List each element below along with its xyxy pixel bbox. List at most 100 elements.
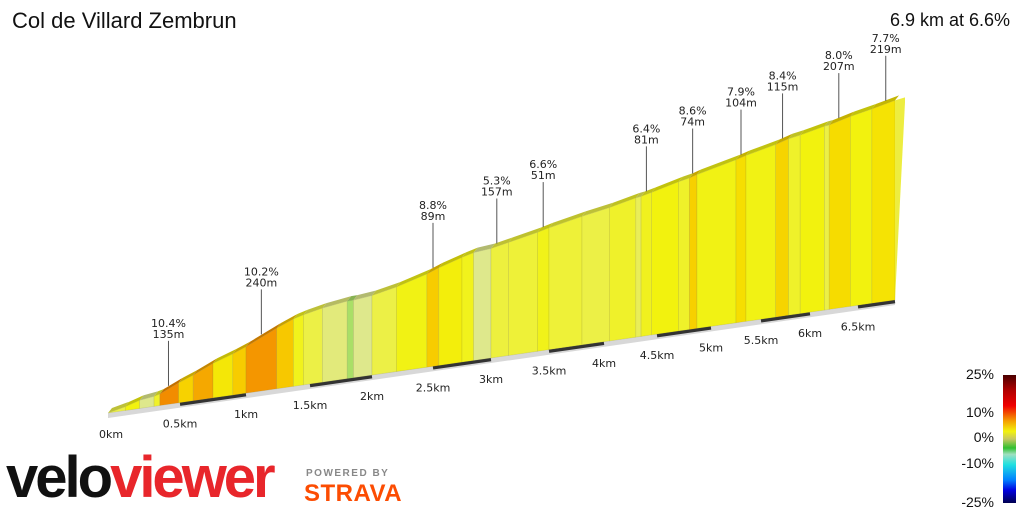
segment-top-face (293, 309, 308, 320)
distance-tick-bar (656, 326, 712, 338)
segment-top-face (473, 243, 495, 253)
climb-title: Col de Villard Zembrun (12, 8, 237, 33)
segment-top-face (193, 358, 217, 376)
segment-top-face (537, 222, 553, 233)
segment-top-face (353, 290, 376, 301)
annotation-gradient: 10.2% (244, 265, 279, 278)
segment-top-face (641, 187, 656, 197)
annotation-length: 240m (246, 276, 278, 289)
legend-label-minus10: -10% (961, 455, 994, 471)
gradient-segment (689, 174, 698, 330)
segment-top-face (372, 281, 401, 296)
distance-tick-label: 5.5km (744, 334, 779, 347)
annotation-gradient: 8.4% (769, 69, 797, 82)
segment-top-face (651, 176, 683, 193)
strava-logo[interactable]: STRAVA (304, 480, 403, 507)
annotation-length: 135m (153, 328, 185, 341)
gradient-segment (508, 231, 538, 356)
gradient-segment (293, 314, 304, 387)
segment-top-face (438, 252, 466, 268)
segment-top-face (396, 269, 431, 287)
distance-tick-label: 1.5km (293, 399, 328, 412)
distance-tick-label: 4.5km (640, 349, 675, 362)
gradient-segment (353, 295, 373, 379)
segment-top-face (829, 111, 855, 125)
segment-top-face (775, 133, 793, 145)
segment-top-face (303, 303, 327, 315)
distance-tick-label: 3.5km (532, 365, 567, 378)
segment-top-face (108, 401, 130, 413)
gradient-segment (581, 207, 610, 346)
distance-tick-bar (309, 374, 373, 388)
distance-tick-label: 1km (234, 408, 258, 421)
segment-top-face (689, 169, 701, 179)
distance-tick-bar (179, 392, 247, 406)
gradient-segment (276, 318, 294, 390)
distance-tick-label: 2.5km (416, 381, 451, 394)
gradient-segment (850, 108, 873, 307)
segment-top-face (508, 227, 542, 243)
distance-tick-bar (760, 311, 811, 323)
segment-top-face (678, 173, 694, 182)
logo-viewer: viewer (110, 445, 276, 510)
distance-tick-bar (857, 299, 896, 309)
gradient-segment (678, 177, 690, 332)
annotation-gradient: 8.6% (679, 105, 707, 118)
logo-velo: velo (6, 445, 113, 510)
gradient-segment (473, 248, 492, 361)
gradient-segment (548, 215, 583, 351)
annotation-length: 104m (725, 97, 757, 110)
annotation-length: 157m (481, 185, 513, 198)
profile-end-face (895, 97, 905, 300)
gradient-segment (426, 267, 440, 368)
annotation-length: 219m (870, 43, 902, 56)
distance-tick-bar (432, 357, 492, 370)
distance-tick-label: 3km (479, 373, 503, 386)
legend-label-25: 25% (965, 366, 994, 382)
segment-top-face (276, 314, 298, 329)
gradient-segment (824, 124, 830, 311)
gradient-segment (788, 134, 801, 316)
veloviewer-logo[interactable]: veloviewer (6, 445, 276, 510)
gradient-segment (303, 307, 323, 386)
gradient-segment (871, 99, 896, 304)
annotation-gradient: 6.6% (529, 158, 557, 171)
segment-top-face (213, 348, 237, 364)
segment-top-face (635, 191, 646, 198)
segment-top-face (347, 295, 358, 302)
gradient-segment (735, 154, 747, 324)
segment-top-face (322, 296, 352, 309)
annotation-gradient: 7.7% (872, 32, 900, 45)
segment-top-face (736, 150, 750, 160)
segment-top-face (871, 95, 899, 110)
gradient-segment (537, 227, 550, 352)
climb-summary: 6.9 km at 6.6% (889, 10, 1010, 30)
gradient-segment (371, 286, 397, 376)
segment-top-face (426, 262, 443, 275)
gradient-segment (775, 138, 789, 318)
gradient-segment (322, 300, 348, 383)
gradient-segment (635, 195, 642, 338)
segment-top-face (824, 119, 834, 127)
distance-tick-label: 5km (699, 341, 723, 354)
annotation-length: 74m (680, 116, 705, 129)
segment-top-face (549, 211, 586, 228)
segment-top-face (696, 154, 740, 175)
distance-tick-bar (548, 341, 605, 353)
segment-top-face (178, 370, 198, 383)
annotation-gradient: 7.9% (727, 86, 755, 99)
annotation-length: 51m (531, 169, 556, 182)
gradient-segment (640, 191, 653, 337)
annotation-length: 81m (634, 133, 659, 146)
gradient-segment (438, 256, 463, 366)
gradient-segment (396, 273, 428, 372)
gradient-segment (799, 125, 825, 314)
annotation-gradient: 6.4% (632, 122, 660, 135)
segment-top-face (788, 130, 805, 139)
gradient-segment (490, 242, 509, 359)
segment-top-face (800, 121, 829, 136)
gradient-segment (651, 181, 679, 336)
distance-tick-label: 2km (360, 390, 384, 403)
segment-top-face (159, 377, 183, 394)
